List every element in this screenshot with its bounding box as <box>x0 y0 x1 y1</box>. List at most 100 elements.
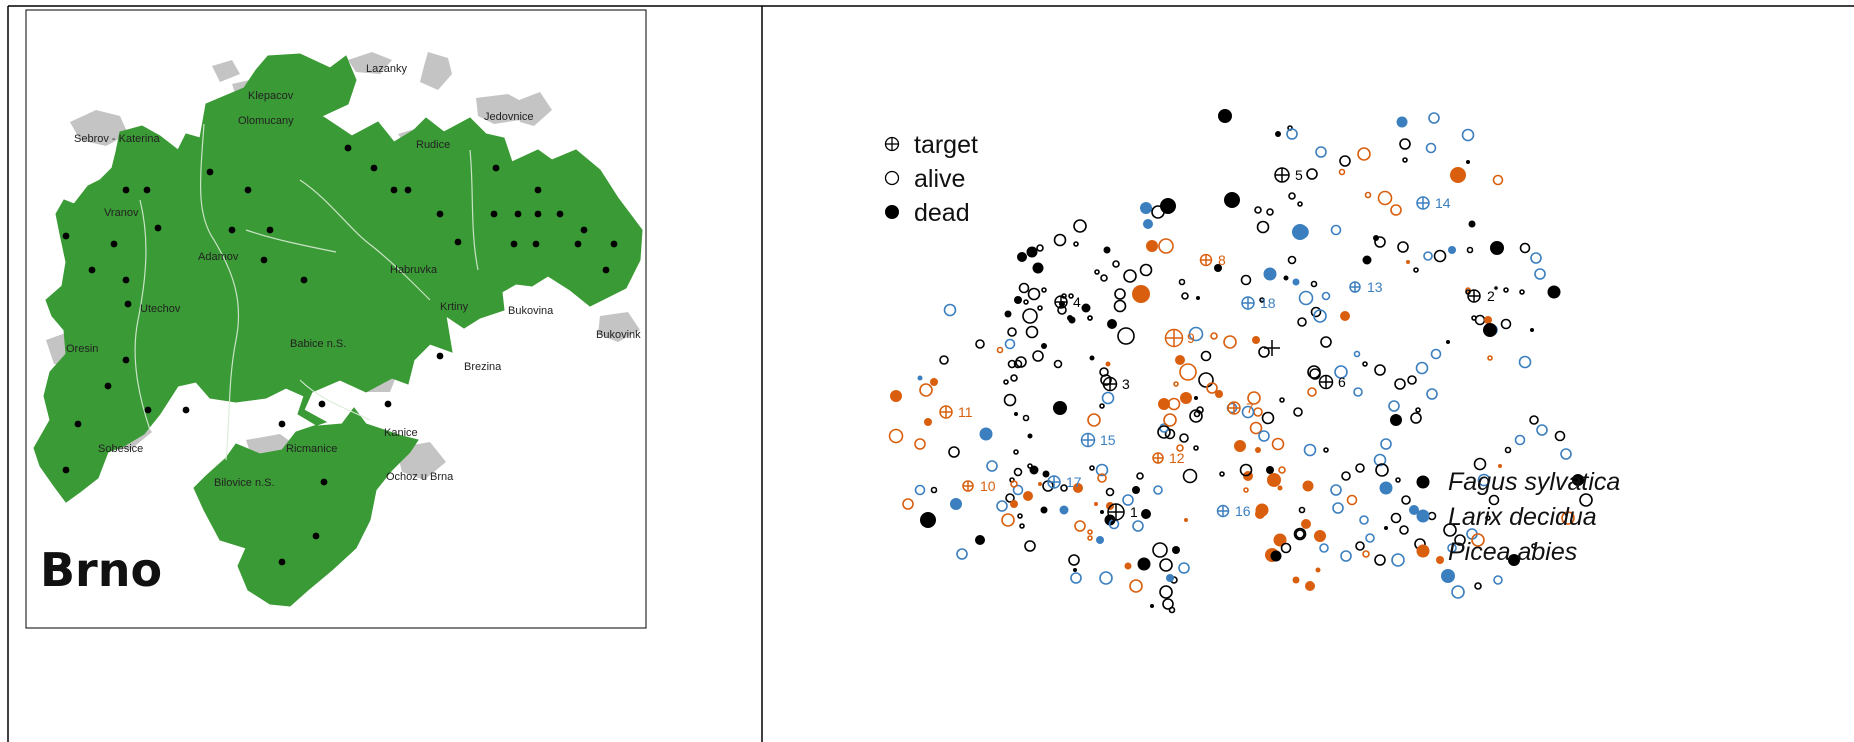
dead-tree-marker <box>1484 316 1492 324</box>
alive-tree-marker <box>1013 449 1019 455</box>
dead-tree-marker <box>1096 536 1104 544</box>
dead-tree-marker <box>1252 336 1260 344</box>
dead-tree-marker <box>1196 296 1200 300</box>
sample-plot-dot <box>580 226 588 234</box>
alive-tree-marker <box>1032 350 1044 362</box>
alive-tree-marker <box>1355 463 1365 473</box>
alive-tree-marker <box>1298 290 1314 306</box>
alive-tree-marker <box>1504 446 1512 454</box>
alive-tree-marker <box>1087 529 1093 535</box>
alive-tree-marker <box>1022 414 1030 422</box>
alive-tree-marker <box>1487 355 1493 361</box>
dead-tree-marker <box>1436 556 1444 564</box>
alive-tree-marker <box>1010 480 1018 488</box>
dead-tree-marker <box>1014 412 1018 416</box>
town-patch <box>598 312 640 342</box>
alive-tree-marker <box>1388 400 1400 412</box>
town-label: Rudice <box>416 139 450 151</box>
town-label: Adamov <box>198 251 239 263</box>
dead-tree-marker <box>1150 604 1154 608</box>
sample-plot-dot <box>344 144 352 152</box>
dead-tree-marker <box>1038 482 1042 486</box>
alive-tree-marker <box>1306 168 1318 180</box>
dead-tree-marker <box>1547 285 1561 299</box>
alive-tree-marker <box>1157 425 1171 439</box>
alive-tree-marker <box>1321 291 1331 301</box>
alive-tree-marker <box>1295 529 1305 539</box>
dead-tree-marker <box>1059 505 1069 515</box>
sample-plot-dot <box>312 532 320 540</box>
sample-plot-dot <box>278 420 286 428</box>
alive-tree-marker <box>1341 471 1351 481</box>
dead-tree-marker <box>917 375 923 381</box>
legend-target-icon <box>884 136 900 152</box>
alive-tree-marker <box>1340 550 1352 562</box>
sample-plot-dot <box>143 186 151 194</box>
alive-tree-marker <box>1112 260 1120 268</box>
alive-tree-marker <box>1117 327 1135 345</box>
tree-markers <box>888 109 1593 614</box>
target-tree-marker: 10 <box>962 478 996 494</box>
alive-tree-marker <box>1247 391 1261 405</box>
sample-plot-dot <box>104 382 112 390</box>
dead-tree-marker <box>1081 303 1091 313</box>
alive-tree-marker <box>1518 355 1532 369</box>
sample-plot-dot <box>436 352 444 360</box>
sample-plot-dot <box>74 420 82 428</box>
alive-tree-marker <box>1477 473 1491 487</box>
dead-tree-marker <box>1292 278 1300 286</box>
alive-tree-marker <box>1471 533 1485 547</box>
alive-tree-marker <box>1536 424 1548 436</box>
alive-tree-marker <box>1070 572 1082 584</box>
alive-tree-marker <box>1554 430 1566 442</box>
dead-tree-marker <box>1180 392 1192 404</box>
target-id-label: 3 <box>1122 376 1130 392</box>
alive-tree-marker <box>1286 128 1298 140</box>
dead-tree-marker <box>1508 554 1520 566</box>
sample-plot-dot <box>602 266 610 274</box>
town-patch <box>348 52 392 74</box>
sample-plot-dot <box>228 226 236 234</box>
sample-plot-dot <box>62 466 70 474</box>
alive-tree-marker <box>1012 484 1024 496</box>
alive-tree-marker <box>902 498 914 510</box>
town-patch <box>70 110 128 146</box>
forest-polygon <box>179 139 231 187</box>
alive-tree-marker <box>1407 375 1417 385</box>
alive-tree-marker <box>1099 367 1109 377</box>
dead-tree-marker <box>1390 414 1402 426</box>
sample-plot-dot <box>492 164 500 172</box>
alive-tree-marker <box>1073 219 1087 233</box>
alive-tree-marker <box>1053 359 1063 369</box>
sample-plot-dot <box>154 224 162 232</box>
dead-tree-marker <box>1132 486 1140 494</box>
alive-tree-marker <box>1374 364 1386 376</box>
dead-tree-marker <box>1446 340 1450 344</box>
sample-plot-dot <box>122 276 130 284</box>
dead-tree-marker <box>1314 530 1326 542</box>
alive-tree-marker <box>1188 326 1204 342</box>
alive-tree-marker <box>1297 201 1303 207</box>
alive-tree-marker <box>1399 525 1409 535</box>
alive-tree-marker <box>1293 527 1307 541</box>
dead-tree-marker <box>1004 310 1012 318</box>
target-id-label: 8 <box>1218 252 1226 268</box>
alive-tree-marker <box>1323 447 1329 453</box>
alive-tree-marker <box>1024 540 1036 552</box>
alive-tree-marker <box>1485 515 1491 521</box>
target-tree-marker: 5 <box>1274 167 1303 183</box>
sample-plot-dot <box>244 186 252 194</box>
alive-tree-marker <box>1105 487 1115 497</box>
sample-plot-dot <box>534 210 542 218</box>
alive-tree-marker <box>1503 287 1509 293</box>
alive-tree-marker <box>1189 409 1203 423</box>
alive-tree-marker <box>1018 282 1030 294</box>
alive-tree-marker <box>1466 246 1474 254</box>
alive-tree-marker <box>1492 174 1504 186</box>
alive-tree-marker <box>1179 363 1197 381</box>
alive-tree-marker <box>1073 241 1079 247</box>
sample-plot-dot <box>318 400 326 408</box>
alive-tree-marker <box>1074 520 1086 532</box>
